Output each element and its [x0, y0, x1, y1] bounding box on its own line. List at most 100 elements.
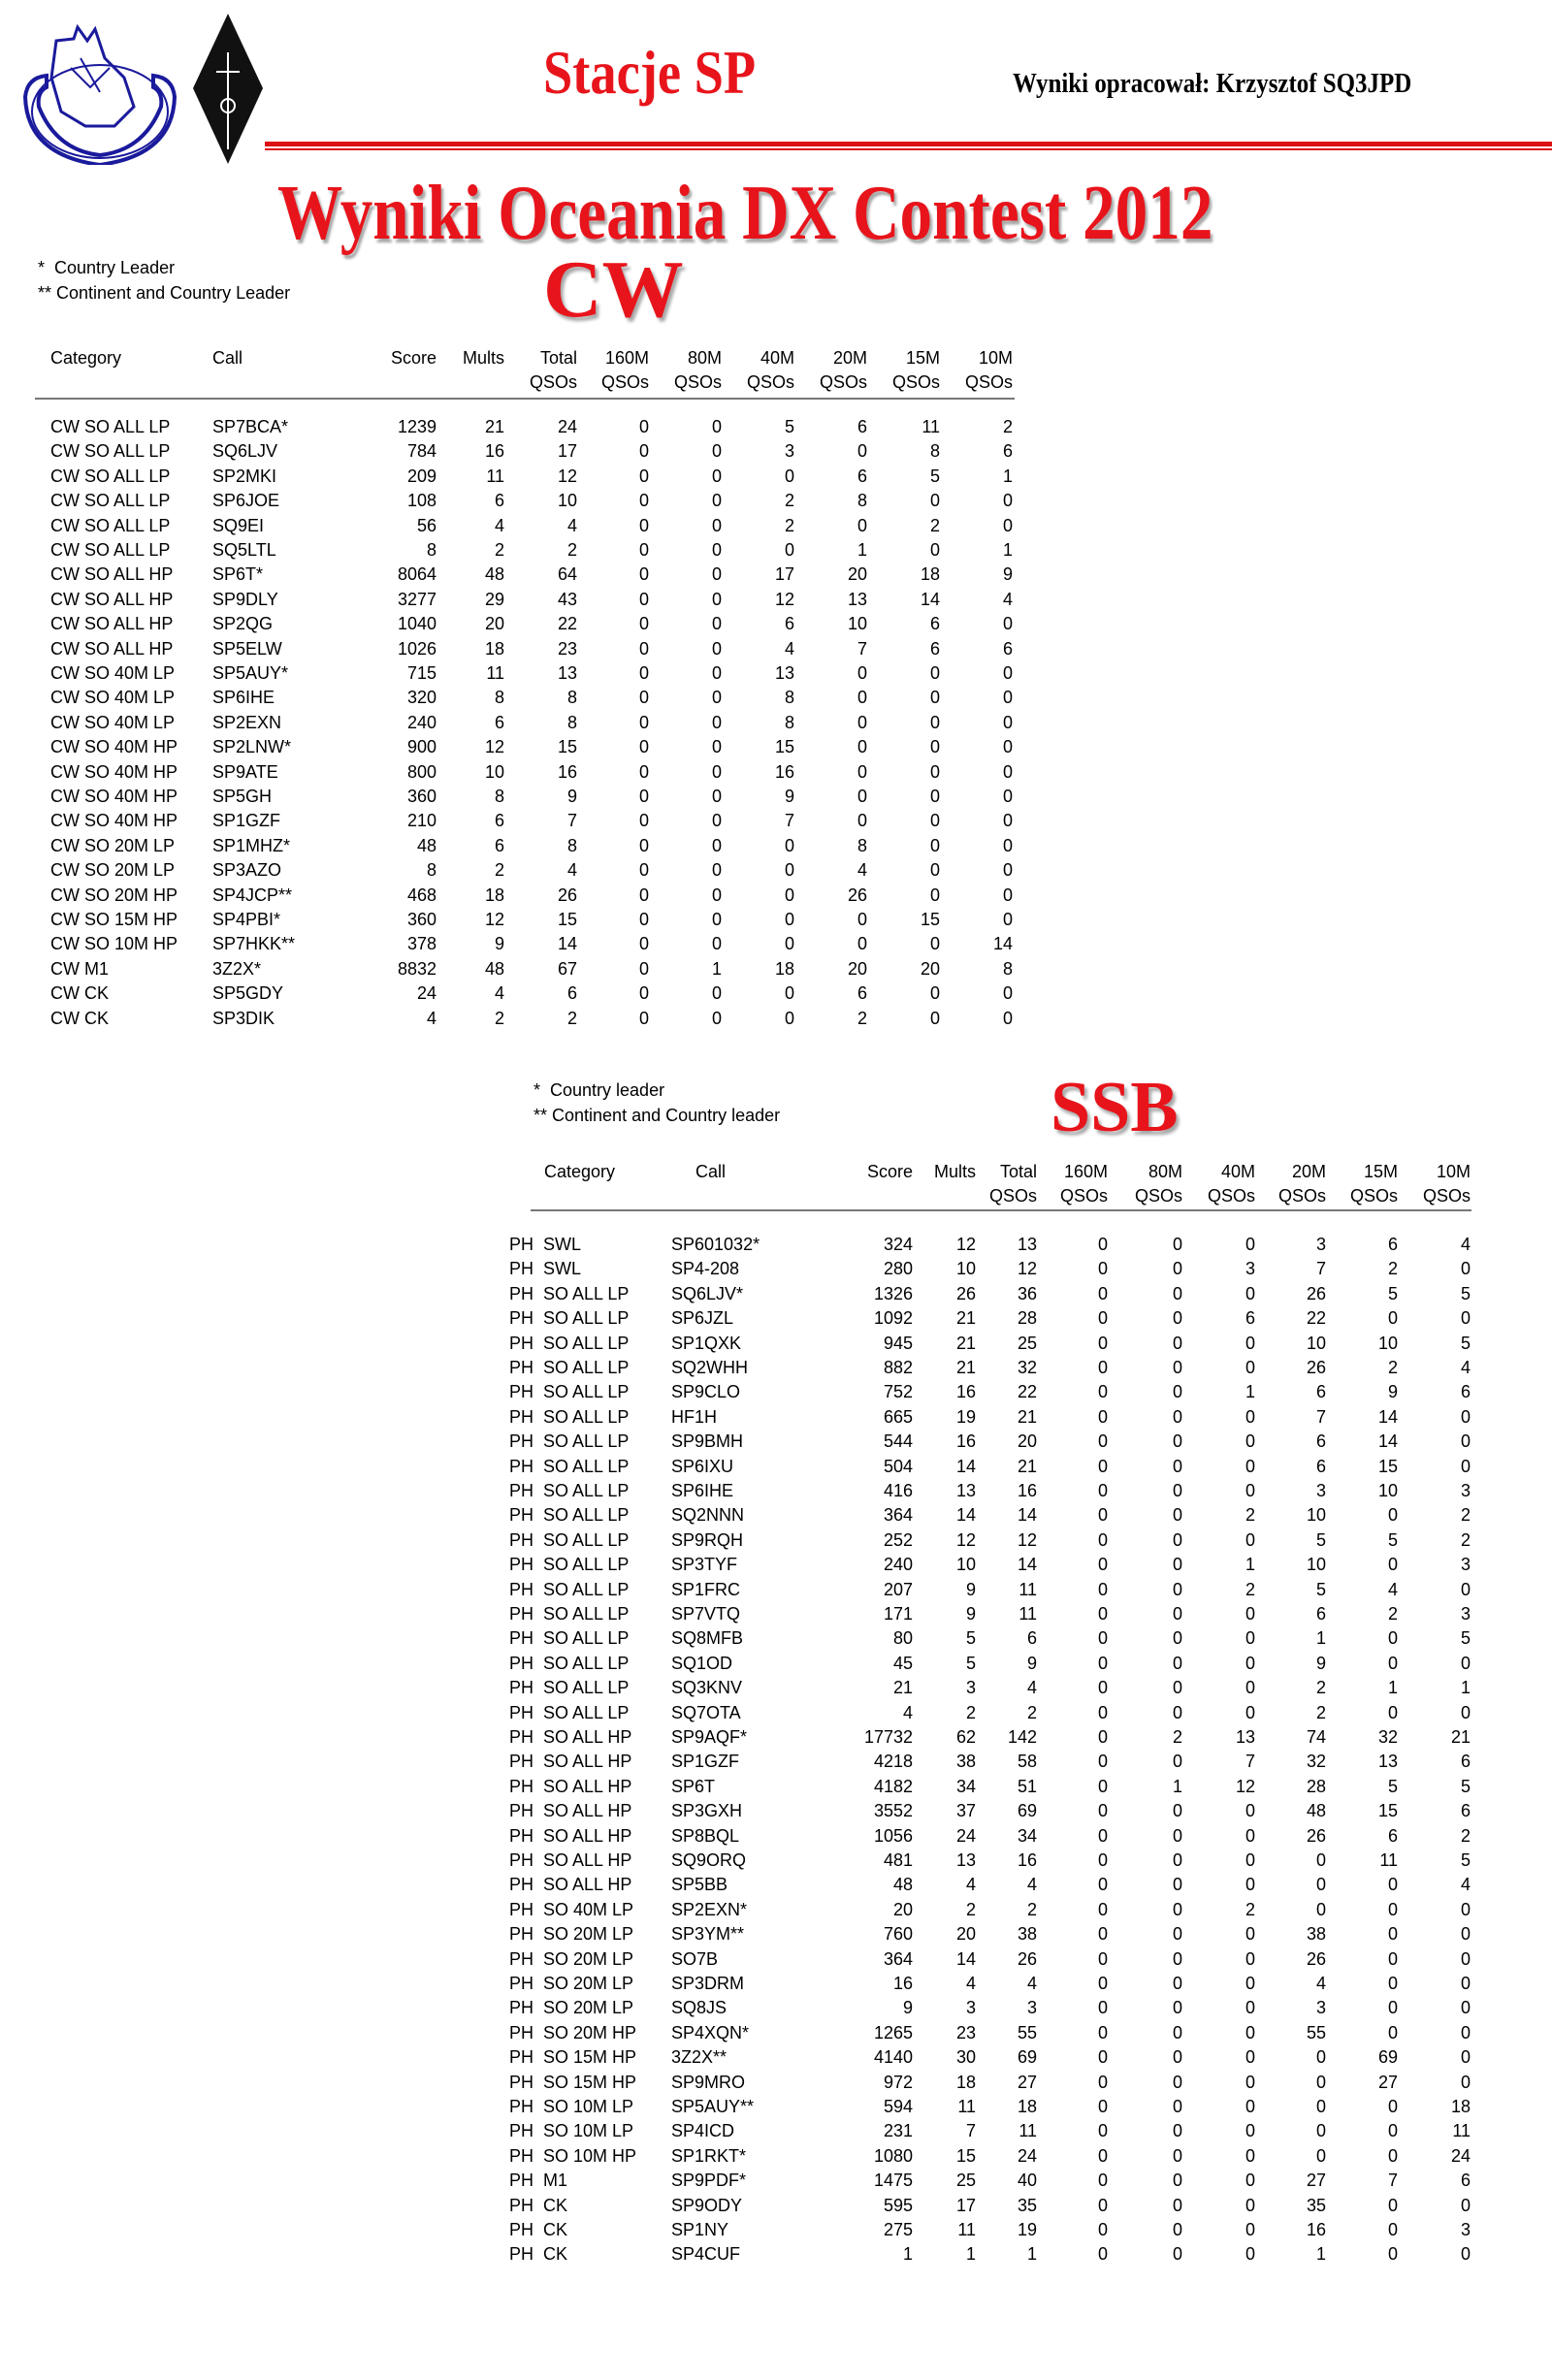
call-cell: SQ8MFB	[671, 1628, 744, 1649]
mults-cell: 15	[955, 2145, 976, 2166]
15m-qsos-cell: 5	[1387, 1776, 1398, 1796]
10m-qsos-cell: 2	[1460, 1505, 1471, 1526]
80m-qsos-cell: 0	[1172, 1850, 1182, 1870]
mults-cell: 4	[965, 1974, 976, 1993]
40m-qsos-cell: 4	[784, 638, 794, 659]
40m-qsos-cell: 0	[1245, 2244, 1255, 2265]
column-header-top: 20M	[832, 348, 867, 368]
mults-cell: 6	[494, 491, 504, 511]
call-cell: SP1RKT*	[671, 2145, 747, 2166]
category-cell: PH SO 10M HP	[509, 2145, 637, 2166]
score-cell: 594	[883, 2097, 913, 2116]
20m-qsos-cell: 7	[857, 638, 867, 659]
call-cell: SP4PBI*	[212, 910, 281, 929]
mults-cell: 5	[965, 1653, 976, 1673]
category-cell: PH M1	[509, 2171, 568, 2191]
category-cell: CW SO ALL LP	[50, 441, 171, 462]
40m-qsos-cell: 0	[1245, 1974, 1255, 1993]
10m-qsos-cell: 1	[1002, 466, 1013, 486]
20m-qsos-cell: 1	[857, 540, 867, 560]
total-qsos-cell: 18	[1017, 2097, 1037, 2116]
total-qsos-cell: 16	[1017, 1481, 1037, 1500]
column-header-top: Score	[390, 348, 436, 368]
40m-qsos-cell: 0	[1245, 2121, 1255, 2141]
category-cell: CW SO 40M HP	[50, 787, 178, 806]
10m-qsos-cell: 0	[1002, 761, 1013, 782]
call-cell: SP1GZF	[671, 1752, 740, 1772]
15m-qsos-cell: 5	[929, 466, 940, 486]
mults-cell: 18	[484, 638, 504, 659]
10m-qsos-cell: 11	[1452, 2121, 1471, 2141]
160m-qsos-cell: 0	[1097, 1899, 1108, 1919]
40m-qsos-cell: 0	[1245, 1628, 1255, 1649]
cw-legend-country-leader: * Country Leader	[38, 258, 176, 277]
15m-qsos-cell: 1	[1387, 1678, 1398, 1698]
score-cell: 210	[406, 811, 436, 831]
80m-qsos-cell: 2	[1172, 1727, 1182, 1747]
40m-qsos-cell: 1	[1245, 1382, 1255, 1402]
160m-qsos-cell: 0	[638, 910, 649, 929]
score-cell: 231	[883, 2121, 913, 2141]
10m-qsos-cell: 0	[1460, 1456, 1471, 1476]
call-cell: SP6JZL	[671, 1308, 734, 1329]
score-cell: 945	[883, 1333, 913, 1353]
total-qsos-cell: 69	[1017, 2047, 1037, 2068]
80m-qsos-cell: 0	[1172, 1308, 1182, 1329]
mults-cell: 16	[484, 441, 504, 462]
nzart-logo	[189, 14, 267, 164]
160m-qsos-cell: 0	[638, 564, 649, 585]
call-cell: SP9BMH	[671, 1431, 744, 1452]
20m-qsos-cell: 4	[1315, 1974, 1326, 1993]
10m-qsos-cell: 6	[1460, 1752, 1471, 1772]
call-cell: SP3AZO	[212, 860, 282, 881]
20m-qsos-cell: 0	[857, 441, 867, 462]
category-cell: PH SO 20M HP	[509, 2022, 637, 2042]
column-header-bottom: QSOs	[529, 372, 577, 392]
20m-qsos-cell: 7	[1315, 1406, 1326, 1427]
mults-cell: 11	[957, 2220, 976, 2239]
score-cell: 544	[883, 1431, 913, 1452]
total-qsos-cell: 23	[557, 638, 577, 659]
20m-qsos-cell: 0	[857, 910, 867, 929]
total-qsos-cell: 13	[557, 663, 577, 683]
80m-qsos-cell: 0	[711, 761, 722, 782]
80m-qsos-cell: 0	[1172, 1555, 1182, 1575]
category-cell: PH SO ALL LP	[509, 1382, 630, 1402]
column-header-top: 10M	[1436, 1162, 1471, 1181]
15m-qsos-cell: 0	[929, 1008, 940, 1028]
mults-cell: 24	[955, 1825, 976, 1846]
call-cell: SP9ATE	[212, 761, 278, 782]
column-header-top: 15M	[905, 348, 940, 368]
80m-qsos-cell: 0	[1172, 1974, 1182, 1993]
160m-qsos-cell: 0	[1097, 1924, 1108, 1945]
mults-cell: 48	[484, 564, 504, 585]
call-cell: SP9AQF*	[671, 1727, 748, 1747]
total-qsos-cell: 8	[566, 712, 577, 732]
10m-qsos-cell: 0	[1002, 712, 1013, 732]
call-cell: SP4JCP**	[212, 884, 293, 905]
15m-qsos-cell: 4	[1387, 1579, 1398, 1599]
total-qsos-cell: 64	[557, 564, 577, 585]
10m-qsos-cell: 1	[1002, 540, 1013, 560]
total-qsos-cell: 2	[566, 540, 577, 560]
score-cell: 4	[902, 1702, 913, 1722]
160m-qsos-cell: 0	[638, 934, 649, 954]
score-cell: 481	[883, 1850, 913, 1870]
score-cell: 320	[406, 688, 436, 708]
40m-qsos-cell: 0	[1245, 1850, 1255, 1870]
total-qsos-cell: 13	[1017, 1235, 1037, 1254]
10m-qsos-cell: 3	[1460, 1604, 1471, 1624]
subtitle: Stacje SP	[543, 38, 757, 107]
10m-qsos-cell: 4	[1460, 1235, 1471, 1254]
column-header-top: 80M	[687, 348, 722, 368]
10m-qsos-cell: 1	[1460, 1678, 1471, 1698]
category-cell: PH SO 10M LP	[509, 2097, 634, 2116]
80m-qsos-cell: 0	[1172, 2244, 1182, 2265]
80m-qsos-cell: 0	[711, 934, 722, 954]
score-cell: 760	[883, 1924, 913, 1945]
20m-qsos-cell: 6	[857, 417, 867, 436]
call-cell: SP5ELW	[212, 638, 282, 659]
160m-qsos-cell: 0	[1097, 1653, 1108, 1673]
score-cell: 1	[902, 2244, 913, 2265]
20m-qsos-cell: 9	[1315, 1653, 1326, 1673]
